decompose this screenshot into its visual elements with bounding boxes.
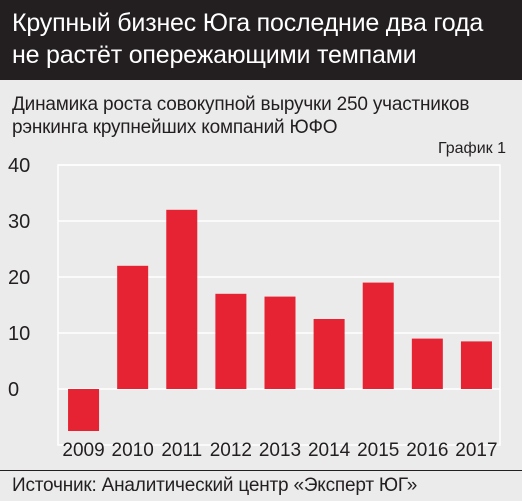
x-tick-label: 2014 [308,440,351,461]
y-tick-label: 0 [8,379,19,401]
x-tick-label: 2010 [112,440,154,461]
bar [362,282,394,389]
bar [313,319,345,389]
bar [460,341,492,389]
chart-number-label: График 1 [437,140,506,157]
bar [215,293,247,389]
bar [117,265,149,389]
x-tick-label: 2013 [259,440,301,461]
x-tick-label: 2012 [210,440,252,461]
bar [68,389,100,431]
x-tick-label: 2016 [406,440,448,461]
y-tick-label: 10 [8,323,30,345]
y-tick-label: 20 [8,267,30,289]
chart-subtitle: Динамика роста совокупной выручки 250 уч… [12,94,470,138]
x-tick-label: 2011 [161,440,202,461]
y-tick-label: 40 [8,155,30,177]
chart-title: Крупный бизнес Юга последние два года не… [12,9,484,69]
bar [411,338,443,389]
y-tick-label: 30 [8,211,30,233]
bar [166,209,198,389]
x-tick-label: 2015 [357,440,399,461]
x-tick-label: 2009 [62,440,104,461]
header: Крупный бизнес Юга последние два года не… [0,0,522,80]
x-tick-label: 2017 [455,440,497,461]
source-footer: Источник: Аналитический центр «Эксперт Ю… [0,470,522,501]
bar-chart: 0 10 20 30 40 2009 2010 2011 2012 2013 2014 2015 201… [8,155,501,461]
source-text: Источник: Аналитический центр «Эксперт Ю… [12,475,418,496]
bar [264,296,296,389]
